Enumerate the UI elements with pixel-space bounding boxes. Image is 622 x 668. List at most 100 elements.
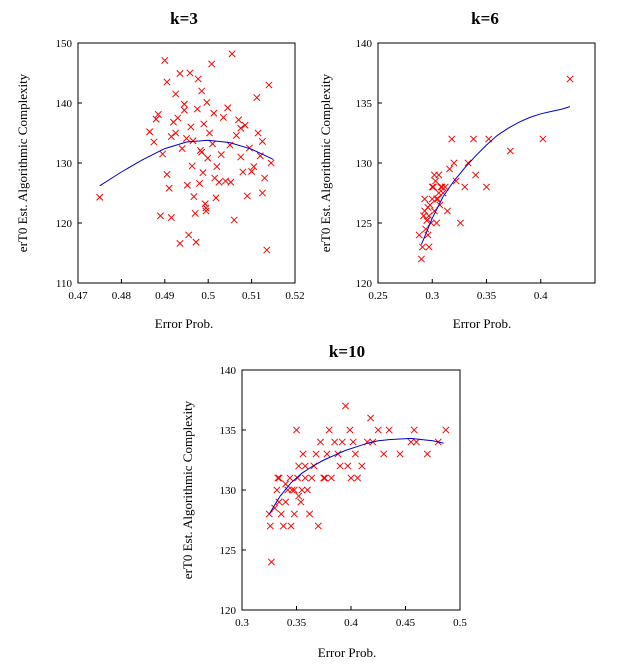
data-point bbox=[265, 81, 273, 89]
data-point bbox=[159, 150, 167, 158]
data-point bbox=[472, 171, 480, 179]
data-point bbox=[198, 148, 206, 156]
y-tick-label: 130 bbox=[56, 158, 73, 170]
data-point bbox=[308, 474, 316, 482]
data-point bbox=[182, 134, 191, 142]
data-point bbox=[435, 189, 443, 197]
data-point bbox=[248, 167, 256, 175]
data-point bbox=[256, 152, 264, 160]
data-point bbox=[239, 168, 247, 176]
data-point bbox=[294, 474, 302, 482]
data-point bbox=[464, 159, 472, 167]
data-point bbox=[430, 171, 438, 179]
chart-k3: k=3 Error Prob. erT0 Est. Algorithmic Co… bbox=[15, 9, 305, 331]
data-point bbox=[176, 70, 184, 78]
x-tick-label: 0.4 bbox=[344, 617, 358, 629]
x-axis-label: Error Prob. bbox=[453, 316, 512, 331]
data-point bbox=[217, 151, 225, 159]
data-point bbox=[456, 219, 465, 227]
data-point bbox=[261, 174, 269, 182]
data-point bbox=[222, 177, 230, 185]
data-point bbox=[275, 498, 283, 506]
data-point bbox=[154, 110, 162, 118]
data-point bbox=[331, 438, 339, 446]
x-tick-label: 0.35 bbox=[287, 617, 307, 629]
data-point bbox=[254, 129, 262, 137]
data-point bbox=[178, 145, 186, 153]
data-point bbox=[338, 438, 346, 446]
data-point bbox=[205, 129, 214, 137]
data-point bbox=[450, 159, 458, 167]
data-point bbox=[224, 104, 232, 112]
data-point bbox=[253, 94, 261, 102]
data-point bbox=[385, 426, 393, 434]
data-point bbox=[277, 510, 285, 518]
data-point bbox=[407, 438, 415, 446]
data-point bbox=[306, 510, 314, 518]
data-point bbox=[191, 209, 199, 217]
data-point bbox=[202, 204, 210, 212]
data-point bbox=[279, 522, 287, 530]
data-point bbox=[192, 238, 200, 246]
data-point bbox=[203, 98, 211, 106]
chart-k6: k=6 Error Prob. erT0 Est. Algorithmic Co… bbox=[318, 9, 596, 331]
data-point bbox=[150, 138, 158, 146]
data-point bbox=[212, 194, 220, 202]
data-point bbox=[292, 426, 301, 434]
data-point bbox=[506, 147, 514, 155]
data-point bbox=[185, 231, 193, 239]
data-point bbox=[282, 498, 290, 506]
x-tick-label: 0.52 bbox=[285, 290, 304, 302]
data-point bbox=[442, 426, 450, 434]
x-tick-label: 0.3 bbox=[425, 290, 439, 302]
y-tick-label: 120 bbox=[356, 278, 373, 290]
data-point bbox=[237, 153, 245, 161]
data-point bbox=[336, 462, 344, 470]
x-tick-label: 0.3 bbox=[235, 617, 249, 629]
data-point bbox=[410, 426, 418, 434]
data-point bbox=[461, 183, 469, 191]
data-point bbox=[193, 105, 201, 113]
data-point bbox=[258, 189, 267, 197]
y-tick-label: 125 bbox=[356, 218, 373, 230]
data-point bbox=[358, 462, 366, 470]
data-point bbox=[301, 474, 309, 482]
y-tick-label: 140 bbox=[356, 38, 373, 50]
data-point bbox=[539, 135, 547, 143]
data-point bbox=[204, 154, 212, 162]
data-point bbox=[167, 133, 175, 141]
plot-area: 0.25 0.3 0.35 0.4 120 125 130 135 140 bbox=[356, 38, 596, 302]
data-point bbox=[190, 193, 198, 201]
data-point bbox=[469, 135, 478, 143]
data-point bbox=[441, 183, 449, 191]
data-point bbox=[176, 239, 184, 247]
data-point bbox=[198, 87, 206, 95]
data-point bbox=[425, 212, 433, 220]
y-tick-label: 135 bbox=[356, 98, 373, 110]
data-point bbox=[446, 165, 454, 173]
data-point bbox=[208, 140, 217, 148]
fit-line bbox=[268, 437, 444, 515]
data-point bbox=[180, 106, 188, 114]
plot-area: 0.47 0.48 0.49 0.5 0.51 0.52 110 120 130 140 150 bbox=[56, 38, 305, 302]
data-point bbox=[425, 243, 433, 251]
x-tick-label: 0.48 bbox=[112, 290, 132, 302]
data-point bbox=[228, 50, 236, 58]
data-point bbox=[312, 450, 320, 458]
data-point bbox=[172, 90, 180, 98]
data-point bbox=[566, 75, 574, 83]
data-point bbox=[347, 474, 355, 482]
data-point bbox=[431, 177, 440, 185]
x-tick-label: 0.25 bbox=[368, 290, 388, 302]
data-point bbox=[314, 522, 322, 530]
chart-title: k=10 bbox=[329, 342, 365, 361]
x-axis-label: Error Prob. bbox=[155, 316, 214, 331]
data-point bbox=[146, 128, 154, 136]
data-point bbox=[448, 135, 456, 143]
data-point bbox=[426, 201, 434, 209]
data-point bbox=[415, 231, 423, 239]
data-point bbox=[412, 438, 420, 446]
data-point bbox=[429, 183, 437, 191]
y-tick-label: 130 bbox=[220, 485, 237, 497]
data-point bbox=[353, 474, 362, 482]
